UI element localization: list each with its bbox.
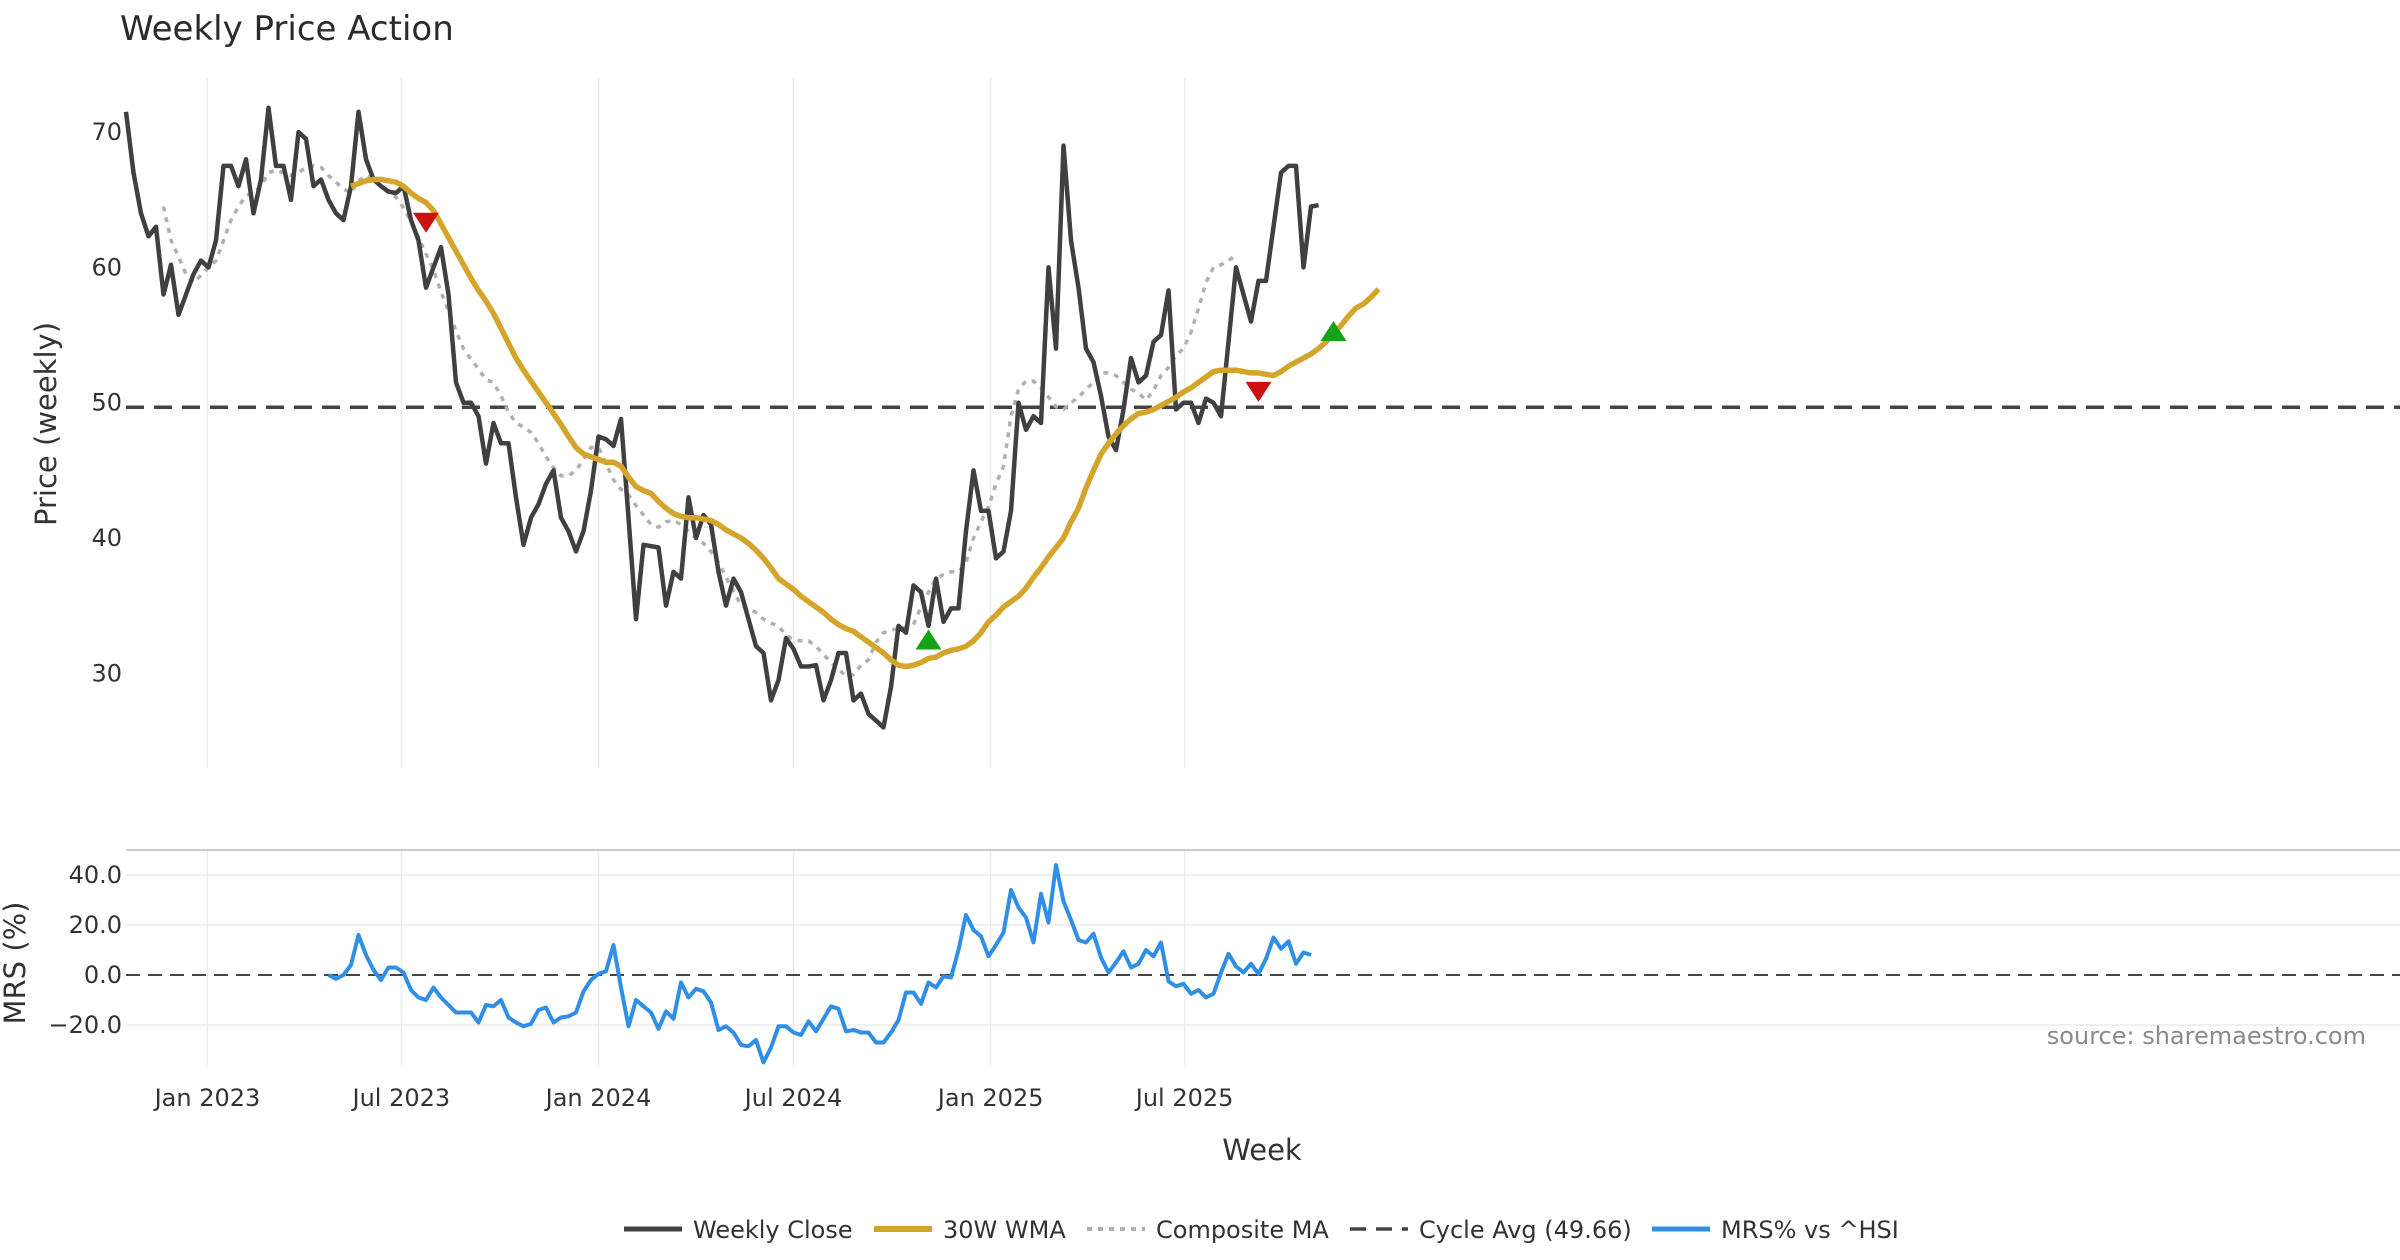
composite-ma-line <box>161 164 1238 678</box>
x-tick: Jan 2024 <box>544 1084 652 1112</box>
series-layer <box>123 105 2400 1065</box>
price-y-tick: 40 <box>91 524 122 552</box>
x-axis-label: Week <box>1222 1133 1302 1167</box>
legend: Weekly Close 30W WMA Composite MA Cycle Avg… <box>624 1216 1899 1244</box>
buy-signal-marker <box>915 629 942 650</box>
wma-30w-line <box>350 176 1381 670</box>
mrs-y-tick-labels: −20.0 0.0 20.0 40.0 <box>48 861 122 1039</box>
mrs-y-tick: 0.0 <box>84 961 122 989</box>
legend-label-composite: Composite MA <box>1156 1216 1329 1244</box>
signal-markers <box>413 212 1347 650</box>
sell-signal-marker <box>1245 381 1272 402</box>
sell-signal-marker <box>413 212 439 233</box>
legend-label-mrs: MRS% vs ^HSI <box>1721 1216 1899 1244</box>
x-tick: Jul 2024 <box>743 1084 843 1112</box>
x-tick: Jul 2023 <box>351 1084 451 1112</box>
x-tick: Jul 2025 <box>1134 1084 1234 1112</box>
mrs-line <box>327 863 1312 1065</box>
x-tick: Jan 2023 <box>153 1084 261 1112</box>
x-tick-labels: Jan 2023 Jul 2023 Jan 2024 Jul 2024 Jan 2025… <box>153 1084 1234 1112</box>
mrs-y-tick: −20.0 <box>48 1011 122 1039</box>
legend-label-close: Weekly Close <box>693 1216 853 1244</box>
legend-label-wma: 30W WMA <box>943 1216 1066 1244</box>
mrs-y-axis-label: MRS (%) <box>0 902 32 1025</box>
price-grid <box>206 78 1186 768</box>
source-note: source: sharemaestro.com <box>2047 1022 2366 1050</box>
price-y-axis-label: Price (weekly) <box>29 322 63 526</box>
price-y-tick-labels: 30 40 50 60 70 <box>91 118 122 687</box>
mrs-y-tick: 20.0 <box>69 911 122 939</box>
price-y-tick: 30 <box>91 659 122 687</box>
x-tick: Jan 2025 <box>936 1084 1044 1112</box>
chart-title: Weekly Price Action <box>120 9 454 49</box>
price-y-tick: 50 <box>91 389 122 417</box>
mrs-y-tick: 40.0 <box>69 861 122 889</box>
weekly-close-line <box>123 105 1319 730</box>
buy-signal-marker <box>1320 321 1347 341</box>
mrs-grid <box>126 849 2400 1065</box>
legend-label-cycle: Cycle Avg (49.66) <box>1419 1216 1632 1244</box>
price-y-tick: 70 <box>91 118 122 146</box>
price-y-tick: 60 <box>91 253 122 281</box>
